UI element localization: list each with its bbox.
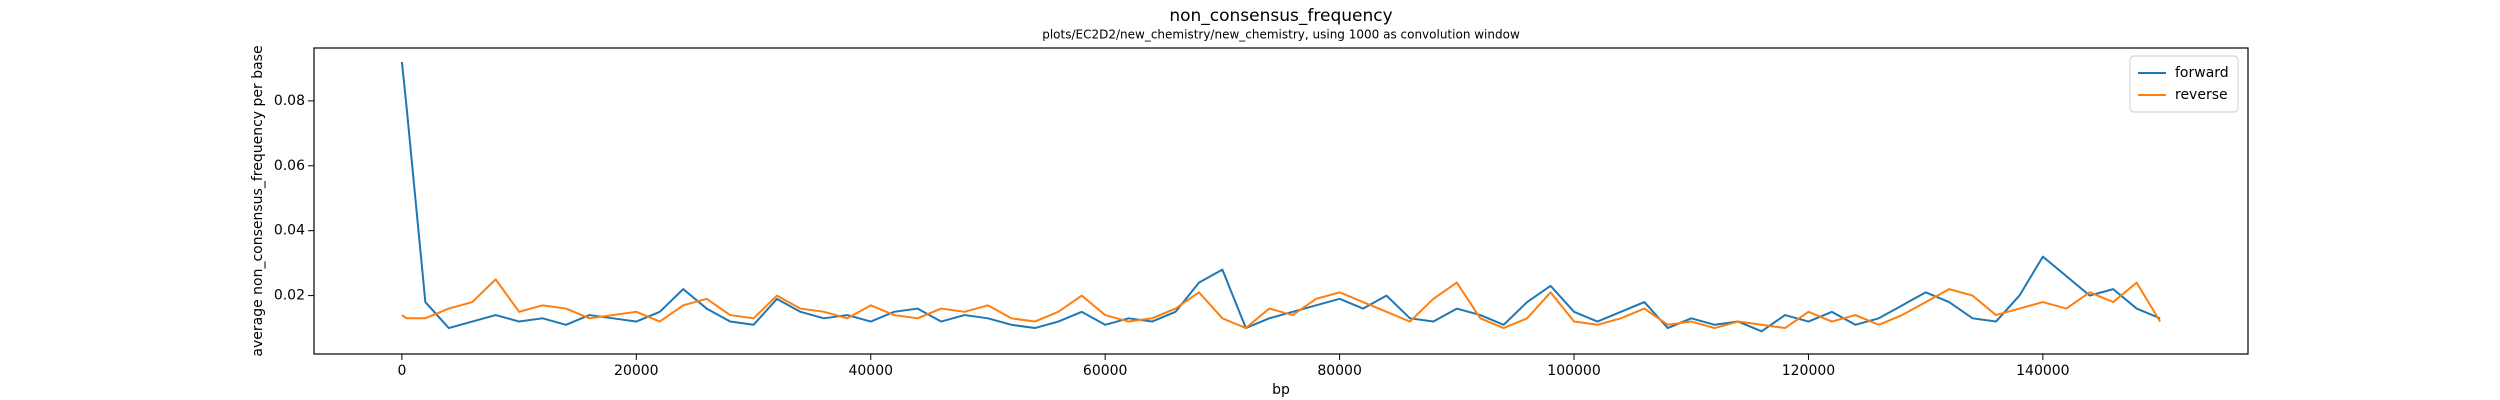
legend-box [2129,55,2239,113]
data-line [400,61,2161,333]
x-tick-label: 20000 [614,363,659,379]
plot-frame [313,47,2249,355]
y-tick-label: 0.04 [274,223,305,239]
x-tick-label: 80000 [1317,363,1362,379]
y-axis-label: average non_consensus_frequency per base [250,45,266,356]
x-tick-label: 120000 [1782,363,1835,379]
legend-label: reverse [2175,87,2228,103]
legend-label: forward [2175,65,2229,81]
y-tick-label: 0.08 [274,93,305,109]
chart-title: non_consensus_frequency [1169,6,1392,26]
data-line [401,278,2161,330]
x-tick-label: 60000 [1083,363,1128,379]
chart-subtitle: plots/EC2D2/new_chemistry/new_chemistry,… [1042,28,1520,42]
x-tick-label: 40000 [848,363,893,379]
y-tick-label: 0.02 [274,288,305,304]
x-axis-label: bp [1272,382,1290,398]
x-tick-label: 140000 [2016,363,2069,379]
x-tick-label: 0 [397,363,406,379]
x-tick-label: 100000 [1547,363,1600,379]
y-tick-label: 0.06 [274,158,305,174]
